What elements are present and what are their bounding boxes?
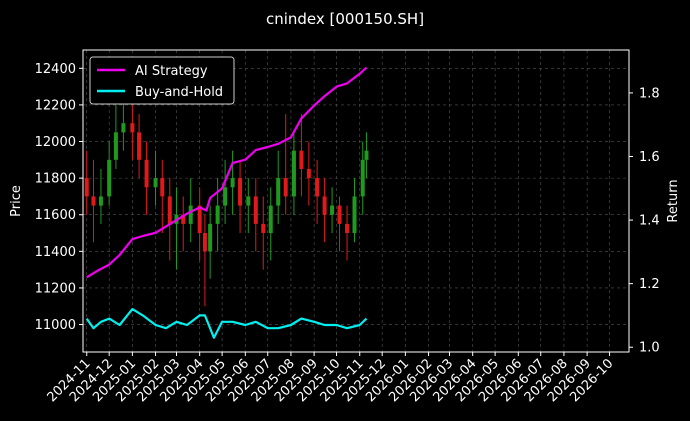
candles bbox=[84, 95, 369, 307]
y-tick-label-left: 11000 bbox=[35, 318, 76, 333]
candle-body bbox=[215, 205, 220, 224]
legend: AI Strategy Buy-and-Hold bbox=[89, 56, 235, 105]
candle-body bbox=[188, 205, 193, 224]
candle-body bbox=[197, 205, 202, 234]
candle-body bbox=[299, 150, 304, 169]
candle-body bbox=[181, 214, 186, 224]
left-axis: 11000 11200 11400 11600 11800 12000 12200 12400 bbox=[35, 62, 83, 333]
series-line-ai-strategy bbox=[86, 66, 368, 279]
candle-body bbox=[246, 196, 251, 206]
chart-title: cnindex [000150.SH] bbox=[266, 10, 424, 28]
y-tick-label-right: 1.6 bbox=[639, 150, 660, 165]
candle-body bbox=[113, 132, 118, 160]
candle-body bbox=[276, 178, 281, 206]
grid bbox=[83, 50, 629, 352]
candle-body bbox=[322, 196, 327, 215]
right-axis: 1.0 1.2 1.4 1.6 1.8 bbox=[629, 86, 660, 356]
y-tick-label-left: 12200 bbox=[35, 98, 76, 113]
candle-body bbox=[91, 196, 96, 206]
candle-body bbox=[202, 233, 207, 252]
y-tick-label-right: 1.2 bbox=[639, 277, 660, 292]
candle-body bbox=[137, 132, 142, 160]
candle-body bbox=[345, 223, 350, 234]
y-axis-label-left: Price bbox=[9, 185, 24, 217]
candle-body bbox=[364, 150, 369, 160]
series-lines bbox=[85, 66, 368, 339]
candle-body bbox=[130, 123, 135, 133]
y-tick-label-left: 11400 bbox=[35, 245, 76, 260]
y-tick-label-left: 12400 bbox=[35, 62, 76, 77]
candle-body bbox=[291, 150, 296, 197]
candle-body bbox=[144, 159, 149, 188]
legend-label-ai-strategy: AI Strategy bbox=[135, 64, 208, 79]
y-tick-label-left: 11600 bbox=[35, 208, 76, 223]
candle-body bbox=[208, 223, 213, 252]
y-tick-label-left: 12000 bbox=[35, 135, 76, 150]
candle-body bbox=[253, 196, 258, 224]
candle-body bbox=[261, 223, 266, 234]
candle-body bbox=[121, 123, 126, 133]
legend-box bbox=[89, 56, 235, 105]
x-axis: 2024-112024-122025-012025-022025-032025-… bbox=[45, 352, 616, 405]
y-tick-label-left: 11800 bbox=[35, 172, 76, 187]
candle-body bbox=[160, 178, 165, 197]
candle-body bbox=[268, 205, 273, 234]
candle-body bbox=[337, 205, 342, 224]
y-tick-label-left: 11200 bbox=[35, 281, 76, 296]
candle-body bbox=[306, 168, 311, 179]
y-tick-label-right: 1.0 bbox=[639, 341, 660, 356]
candle-body bbox=[315, 178, 320, 197]
candle-body bbox=[98, 196, 103, 206]
y-tick-label-right: 1.8 bbox=[639, 86, 660, 101]
candle-body bbox=[352, 196, 357, 234]
candle-body bbox=[330, 205, 335, 215]
plot-frame bbox=[82, 49, 630, 353]
candle-body bbox=[223, 187, 228, 206]
candle-body bbox=[107, 159, 112, 197]
y-axis-label-right: Return bbox=[666, 179, 681, 222]
y-tick-label-right: 1.4 bbox=[639, 214, 660, 229]
candle-body bbox=[153, 178, 158, 188]
candle-body bbox=[360, 159, 365, 197]
candle-body bbox=[283, 178, 288, 197]
candle-body bbox=[238, 178, 243, 206]
legend-label-buy-and-hold: Buy-and-Hold bbox=[135, 85, 223, 100]
candle-body bbox=[84, 178, 89, 197]
candle-body bbox=[167, 196, 172, 224]
candle-body bbox=[230, 178, 235, 188]
series-line-buy-and-hold bbox=[85, 308, 368, 339]
